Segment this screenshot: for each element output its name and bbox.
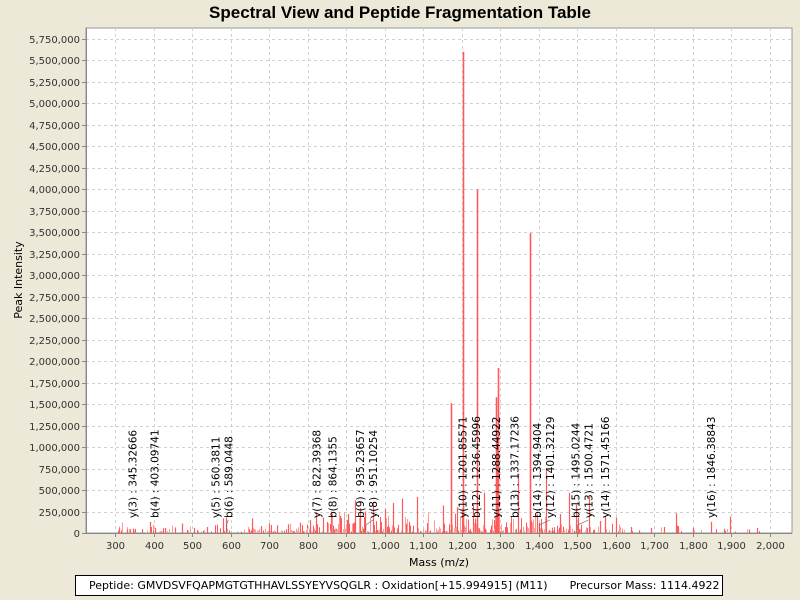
peak-series — [118, 51, 760, 533]
y-tick-label: 3,250,000 — [29, 250, 80, 261]
annotation-leader-line — [538, 519, 551, 531]
x-tick-label: 500 — [183, 541, 202, 552]
fragment-annotations: y(3) : 345.32666 b(4) : 403.09741 y(5) : 5… — [128, 416, 718, 531]
grid-lines — [86, 28, 792, 533]
axes: 0 250,000 500,000 750,000 1,000,000 1,250,000… — [29, 28, 792, 552]
y-tick-label: 3,500,000 — [29, 228, 80, 239]
x-tick-label: 900 — [337, 541, 356, 552]
fragment-ion-label: y(10) : 1201.85571 — [458, 417, 470, 518]
x-tick-label: 1,800 — [679, 541, 708, 552]
fragment-ion-label: b(8) : 864.1355 — [327, 436, 339, 518]
x-tick-label: 2,000 — [756, 541, 785, 552]
x-tick-label: 1,500 — [563, 541, 592, 552]
fragment-ion-label: y(8) : 951.10254 — [368, 430, 380, 518]
fragment-ion-label: b(13) : 1337.17236 — [510, 416, 522, 518]
plot-area — [85, 27, 793, 534]
fragment-ion-label: y(7) : 822.39368 — [311, 430, 323, 518]
fragment-ion-label: y(16) : 1846.38843 — [706, 417, 718, 518]
y-tick-label: 5,500,000 — [29, 56, 80, 67]
x-tick-label: 300 — [106, 541, 125, 552]
y-tick-label: 4,250,000 — [29, 164, 80, 175]
y-tick-label: 500,000 — [39, 486, 80, 497]
x-tick-label: 1,000 — [371, 541, 400, 552]
peptide-info-box: Peptide: GMVDSVFQAPMGTGTHHAVLSSYEYVSQGLR… — [75, 575, 723, 596]
y-tick-label: 2,750,000 — [29, 293, 80, 304]
fragment-ion-label: b(15) : 1495.0244 — [570, 422, 582, 518]
x-tick-label: 400 — [145, 541, 164, 552]
fragment-ion-label: y(3) : 345.32666 — [128, 430, 140, 518]
x-tick-label: 700 — [260, 541, 279, 552]
x-tick-label: 600 — [222, 541, 241, 552]
y-tick-label: 5,250,000 — [29, 78, 80, 89]
y-tick-label: 2,250,000 — [29, 336, 80, 347]
fragment-ion-label: b(14) : 1394.9404 — [532, 422, 544, 518]
fragment-ion-label: y(13) : 1500.4721 — [583, 423, 595, 518]
fragment-ion-label: b(12) : 1236.45996 — [471, 416, 483, 518]
fragment-ion-label: b(6) : 589.0448 — [223, 436, 235, 518]
x-tick-label: 1,300 — [486, 541, 515, 552]
x-tick-label: 1,600 — [602, 541, 631, 552]
annotation-leader-line — [365, 519, 373, 531]
y-tick-label: 4,500,000 — [29, 142, 80, 153]
fragment-ion-label: b(4) : 403.09741 — [150, 429, 162, 518]
precursor-mass-text: Precursor Mass: 1114.4922 — [569, 579, 720, 592]
y-tick-label: 3,000,000 — [29, 271, 80, 282]
x-tick-label: 1,900 — [717, 541, 746, 552]
y-tick-label: 5,000,000 — [29, 99, 80, 110]
y-tick-label: 250,000 — [39, 508, 80, 519]
y-tick-label: 2,000,000 — [29, 357, 80, 368]
annotation-leader-line — [226, 519, 229, 531]
y-tick-label: 5,750,000 — [29, 35, 80, 46]
y-tick-label: 0 — [74, 529, 80, 540]
y-tick-label: 1,000,000 — [29, 443, 80, 454]
fragment-ion-label: y(14) : 1571.45166 — [600, 416, 612, 518]
x-tick-label: 1,200 — [448, 541, 477, 552]
y-axis-label: Peak Intensity — [12, 241, 25, 319]
y-tick-label: 3,750,000 — [29, 207, 80, 218]
y-tick-label: 4,000,000 — [29, 185, 80, 196]
peptide-sequence-text: Peptide: GMVDSVFQAPMGTGTHHAVLSSYEYVSQGLR… — [89, 579, 548, 592]
x-tick-label: 1,100 — [409, 541, 438, 552]
fragment-ion-label: y(12) : 1401.32129 — [545, 417, 557, 518]
fragment-ion-label: b(9) : 935.23657 — [355, 429, 367, 518]
y-tick-label: 1,750,000 — [29, 379, 80, 390]
x-tick-label: 1,700 — [640, 541, 669, 552]
annotation-leader-line — [577, 519, 589, 531]
y-tick-label: 750,000 — [39, 465, 80, 476]
fragment-ion-label: y(5) : 560.3811 — [210, 437, 222, 518]
y-tick-label: 1,500,000 — [29, 400, 80, 411]
y-tick-label: 2,500,000 — [29, 314, 80, 325]
chart-title: Spectral View and Peptide Fragmentation … — [209, 3, 591, 22]
fragment-ion-label: y(11) : 1288.44922 — [491, 417, 503, 518]
y-tick-label: 4,750,000 — [29, 121, 80, 132]
y-tick-label: 1,250,000 — [29, 422, 80, 433]
x-tick-label: 800 — [299, 541, 318, 552]
x-tick-label: 1,400 — [525, 541, 554, 552]
x-axis-label: Mass (m/z) — [409, 556, 469, 569]
